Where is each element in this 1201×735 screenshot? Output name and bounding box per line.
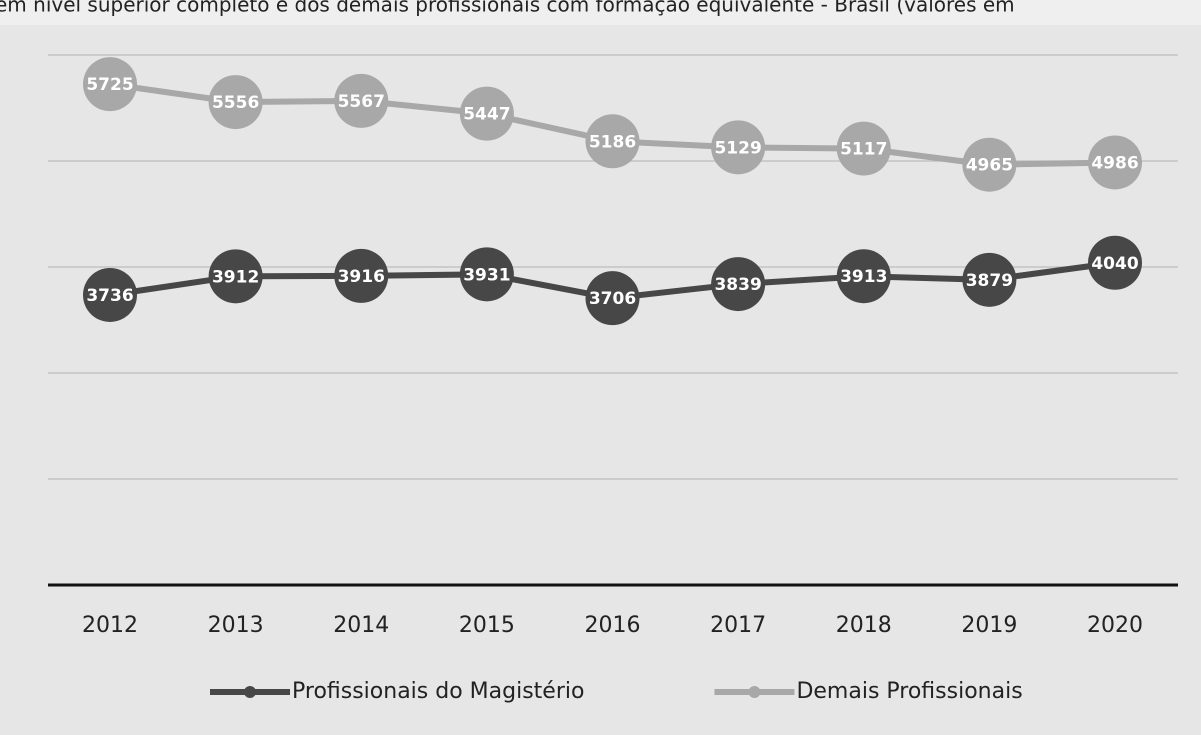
x-tick-label: 2014: [333, 613, 389, 638]
data-label: 4986: [1091, 153, 1138, 173]
data-label: 5556: [212, 93, 259, 113]
legend-label: Demais Profissionais: [796, 679, 1022, 704]
data-label: 4965: [966, 156, 1013, 176]
legend-marker: [748, 686, 761, 698]
x-tick-label: 2019: [961, 613, 1017, 638]
legend-marker: [244, 686, 256, 698]
data-label: 3912: [212, 267, 259, 287]
point-marker: [459, 247, 514, 302]
data-label: 3736: [86, 286, 133, 306]
point-marker: [83, 57, 137, 112]
point-marker: [83, 267, 137, 322]
data-label: 3931: [463, 265, 510, 285]
data-label: 5117: [840, 140, 887, 160]
data-label: 3706: [589, 289, 636, 309]
data-label: 4040: [1091, 254, 1138, 274]
legend-label: Profissionais do Magistério: [292, 679, 584, 704]
x-tick-label: 2018: [836, 613, 892, 638]
point-marker: [1088, 135, 1142, 190]
data-label: 5725: [86, 75, 133, 95]
x-tick-label: 2017: [710, 613, 766, 638]
data-label: 5186: [589, 132, 636, 152]
point-marker: [962, 137, 1017, 192]
point-marker: [334, 73, 389, 128]
point-marker: [334, 248, 389, 303]
point-marker: [459, 86, 514, 141]
point-marker: [711, 120, 766, 175]
point-marker: [1088, 235, 1142, 290]
point-marker: [208, 75, 263, 130]
x-tick-label: 2016: [585, 613, 641, 638]
point-marker: [836, 249, 891, 304]
data-label: 5567: [338, 92, 385, 112]
x-tick-label: 2015: [459, 613, 515, 638]
data-label: 3913: [840, 267, 887, 287]
data-label: 5129: [714, 138, 761, 158]
data-label: 5447: [463, 105, 510, 125]
x-tick-label: 2020: [1087, 613, 1143, 638]
data-label: 3839: [714, 275, 761, 295]
data-label: 3916: [338, 267, 385, 287]
chart-title: em nível superior completo e dos demais …: [0, 0, 1015, 17]
point-marker: [962, 252, 1017, 307]
point-marker: [836, 121, 891, 176]
point-marker: [585, 271, 640, 326]
data-label: 3879: [966, 271, 1013, 291]
point-marker: [585, 114, 640, 169]
point-marker: [711, 257, 766, 312]
point-marker: [208, 249, 263, 304]
x-tick-label: 2013: [208, 613, 264, 638]
x-tick-label: 2012: [82, 613, 138, 638]
